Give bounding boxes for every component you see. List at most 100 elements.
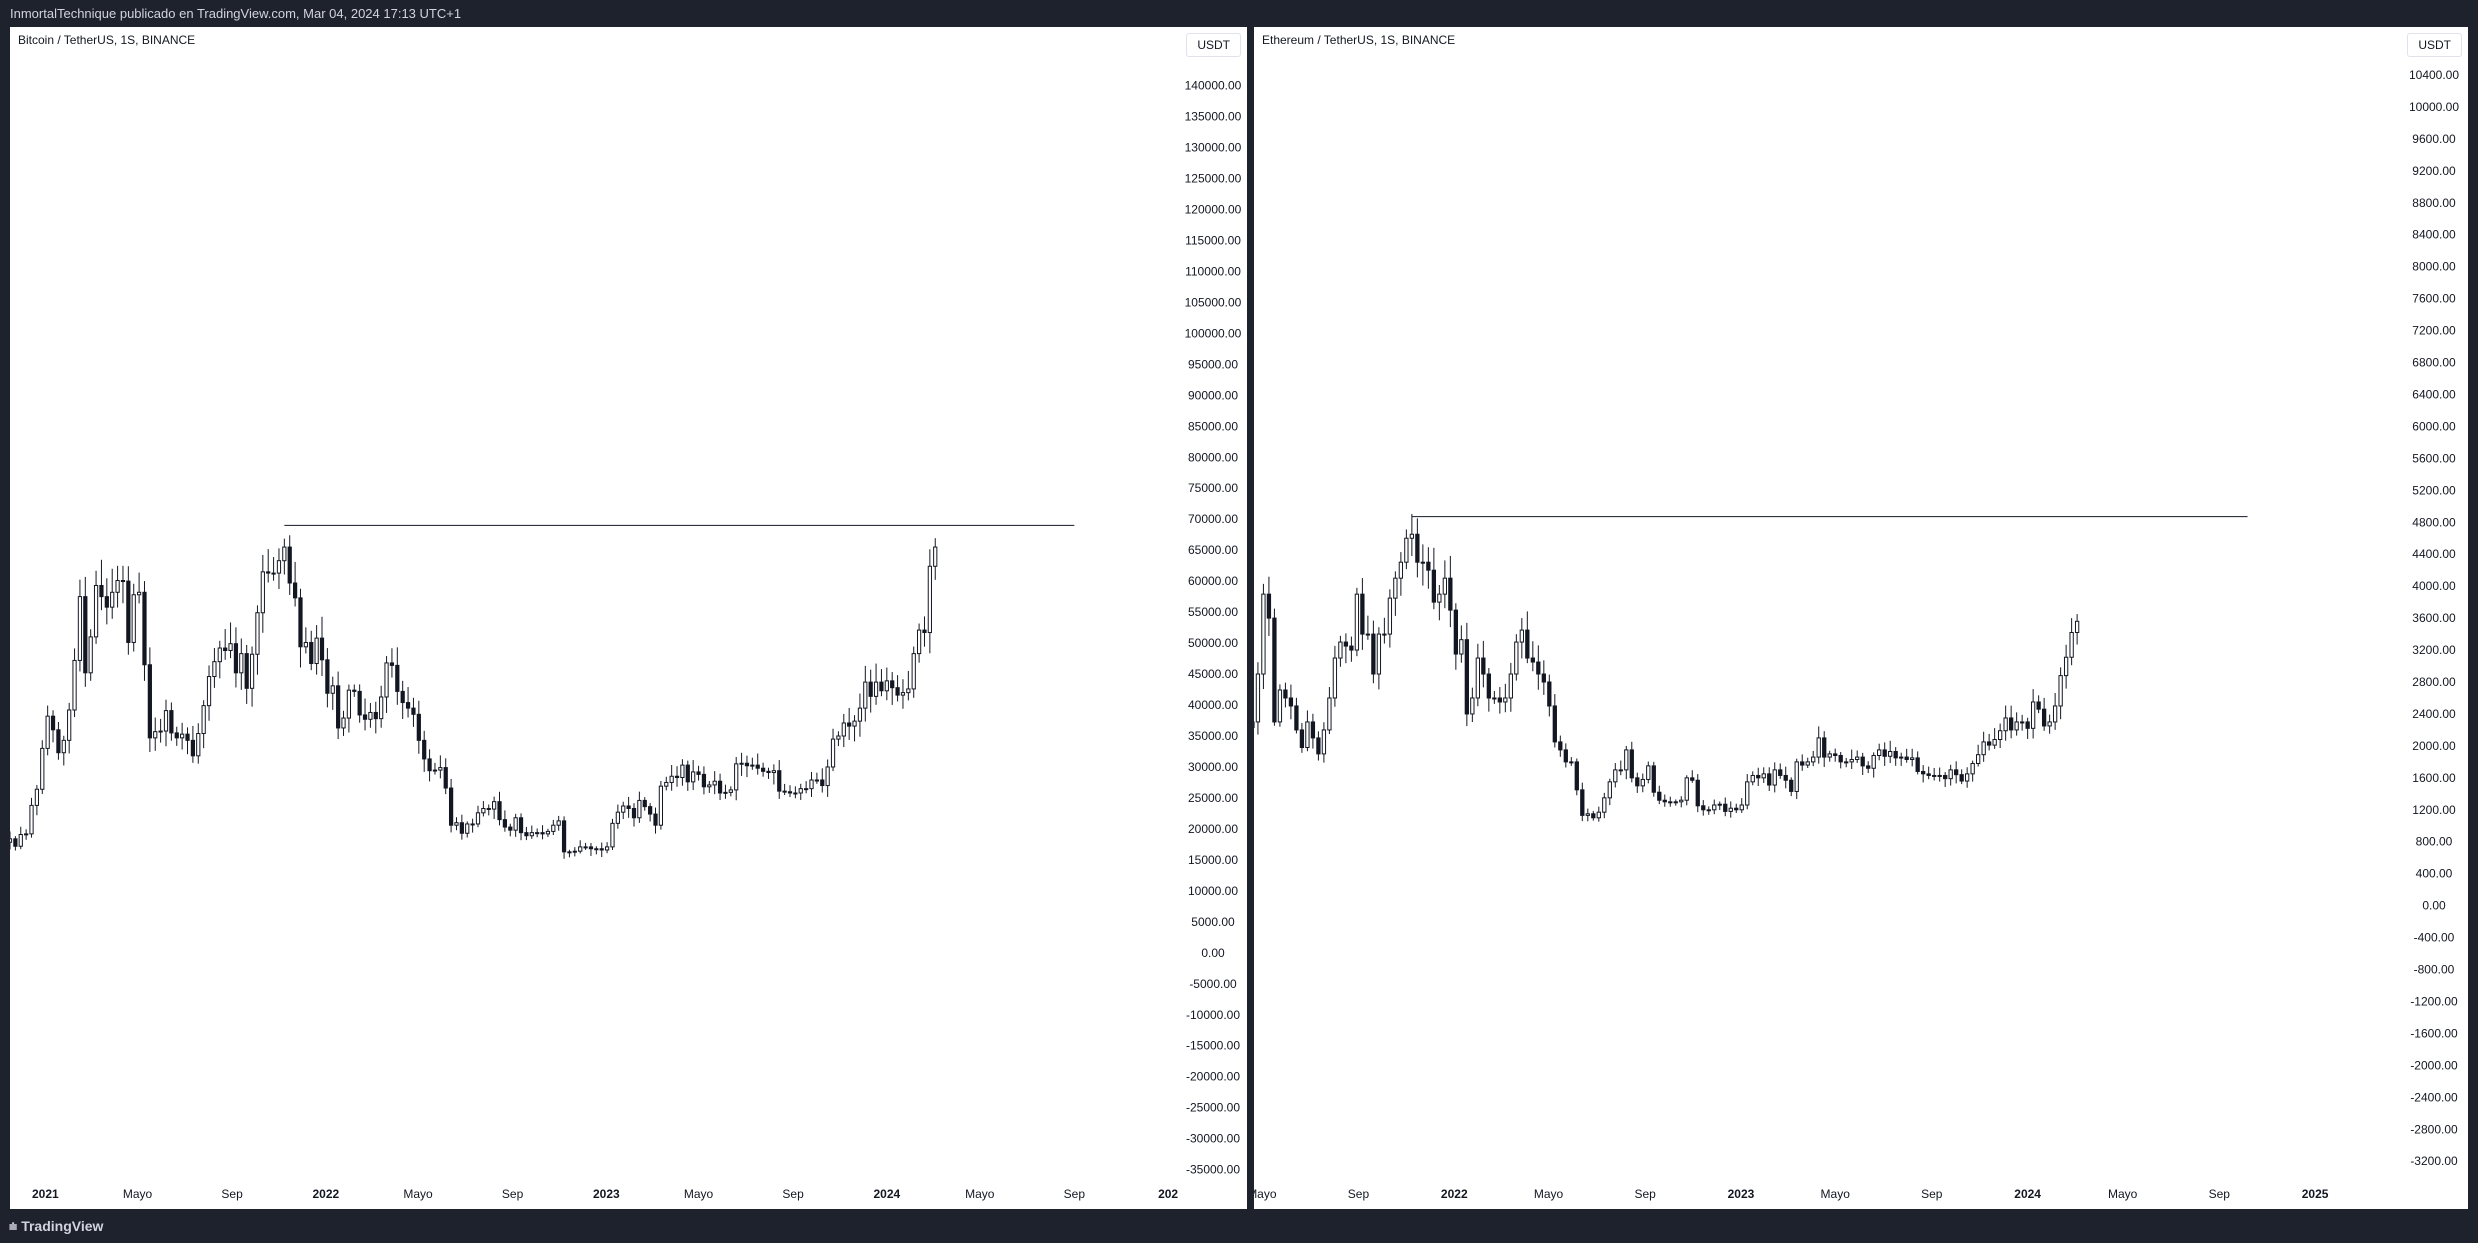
- candle[interactable]: [900, 679, 906, 709]
- candle[interactable]: [395, 647, 400, 705]
- candle[interactable]: [502, 810, 508, 832]
- candle[interactable]: [1976, 744, 1981, 767]
- candle[interactable]: [513, 813, 518, 837]
- candle[interactable]: [1288, 684, 1294, 720]
- candle[interactable]: [911, 646, 916, 698]
- candle[interactable]: [1580, 782, 1585, 822]
- candle[interactable]: [1437, 584, 1442, 621]
- candle[interactable]: [104, 578, 109, 625]
- candle[interactable]: [492, 796, 497, 819]
- candle[interactable]: [1514, 634, 1519, 681]
- ethereum-candlestick-chart[interactable]: 10400.00 10000.00 9600.00 9200.00 8800.00 840…: [1254, 27, 2468, 1209]
- candle[interactable]: [1272, 608, 1277, 726]
- candle[interactable]: [1734, 803, 1739, 814]
- candle[interactable]: [717, 773, 723, 800]
- candle[interactable]: [637, 791, 642, 823]
- candle[interactable]: [1992, 728, 1997, 749]
- candle[interactable]: [540, 825, 545, 840]
- candle[interactable]: [696, 765, 701, 781]
- candle[interactable]: [486, 804, 491, 816]
- candle[interactable]: [524, 826, 529, 841]
- candle[interactable]: [142, 581, 147, 681]
- candle[interactable]: [352, 684, 357, 697]
- candle[interactable]: [131, 583, 136, 652]
- candle[interactable]: [147, 647, 152, 753]
- candle[interactable]: [755, 753, 760, 775]
- candle[interactable]: [1558, 735, 1563, 757]
- candle[interactable]: [2047, 714, 2052, 734]
- candle[interactable]: [1673, 799, 1678, 806]
- candle[interactable]: [1668, 796, 1673, 807]
- candle[interactable]: [217, 640, 222, 679]
- candle[interactable]: [1684, 775, 1689, 806]
- candle[interactable]: [782, 783, 787, 795]
- candle[interactable]: [674, 766, 680, 787]
- candle[interactable]: [239, 638, 244, 690]
- candle[interactable]: [1679, 796, 1684, 808]
- candle[interactable]: [325, 648, 330, 708]
- candle[interactable]: [379, 685, 384, 728]
- candle[interactable]: [336, 671, 341, 740]
- candle[interactable]: [2069, 618, 2074, 666]
- candle[interactable]: [422, 730, 427, 772]
- candle[interactable]: [438, 755, 443, 779]
- candle[interactable]: [1448, 555, 1453, 628]
- candle[interactable]: [545, 828, 551, 837]
- candle[interactable]: [1860, 752, 1865, 776]
- candle[interactable]: [459, 814, 464, 840]
- currency-badge[interactable]: USDT: [1186, 33, 1241, 57]
- candle[interactable]: [1899, 752, 1904, 766]
- candle[interactable]: [454, 817, 459, 831]
- candle[interactable]: [1827, 750, 1832, 762]
- candle[interactable]: [1426, 547, 1431, 589]
- candle[interactable]: [809, 771, 814, 797]
- candle[interactable]: [50, 710, 56, 743]
- candle[interactable]: [1904, 748, 1909, 763]
- candle[interactable]: [1470, 687, 1475, 723]
- candle[interactable]: [535, 828, 540, 838]
- candle[interactable]: [648, 803, 653, 822]
- candle[interactable]: [163, 699, 169, 747]
- candle[interactable]: [1387, 589, 1393, 648]
- candle[interactable]: [61, 735, 66, 766]
- candle[interactable]: [777, 760, 782, 799]
- candle[interactable]: [1789, 777, 1794, 797]
- candle[interactable]: [1915, 751, 1920, 775]
- candle[interactable]: [1349, 636, 1354, 662]
- candle[interactable]: [922, 616, 927, 647]
- candle[interactable]: [1420, 544, 1426, 586]
- candle[interactable]: [470, 818, 475, 833]
- candle[interactable]: [2074, 614, 2080, 645]
- candle[interactable]: [110, 568, 115, 619]
- candle[interactable]: [1838, 752, 1843, 769]
- candle[interactable]: [266, 549, 271, 583]
- candle[interactable]: [190, 725, 196, 763]
- candle[interactable]: [497, 791, 502, 826]
- candle[interactable]: [1519, 618, 1524, 659]
- candle[interactable]: [604, 842, 610, 854]
- candle[interactable]: [2019, 714, 2025, 731]
- candle[interactable]: [99, 559, 104, 611]
- candle[interactable]: [45, 705, 50, 756]
- candle[interactable]: [1508, 662, 1513, 712]
- candle[interactable]: [588, 842, 594, 856]
- candle[interactable]: [223, 629, 228, 660]
- candle[interactable]: [29, 797, 34, 838]
- candle[interactable]: [180, 722, 185, 750]
- candle[interactable]: [664, 776, 669, 791]
- candle[interactable]: [244, 644, 249, 704]
- candle[interactable]: [13, 836, 18, 851]
- candle[interactable]: [1530, 641, 1535, 672]
- candle[interactable]: [1547, 674, 1552, 717]
- candle[interactable]: [2025, 717, 2030, 739]
- candle[interactable]: [830, 728, 836, 772]
- candle[interactable]: [728, 786, 733, 797]
- candle[interactable]: [814, 772, 820, 784]
- candle[interactable]: [1497, 687, 1502, 714]
- candle[interactable]: [411, 697, 416, 727]
- candle[interactable]: [626, 796, 631, 818]
- candle[interactable]: [330, 676, 335, 710]
- candle[interactable]: [10, 831, 13, 850]
- currency-badge[interactable]: USDT: [2407, 33, 2462, 57]
- candle[interactable]: [712, 771, 717, 795]
